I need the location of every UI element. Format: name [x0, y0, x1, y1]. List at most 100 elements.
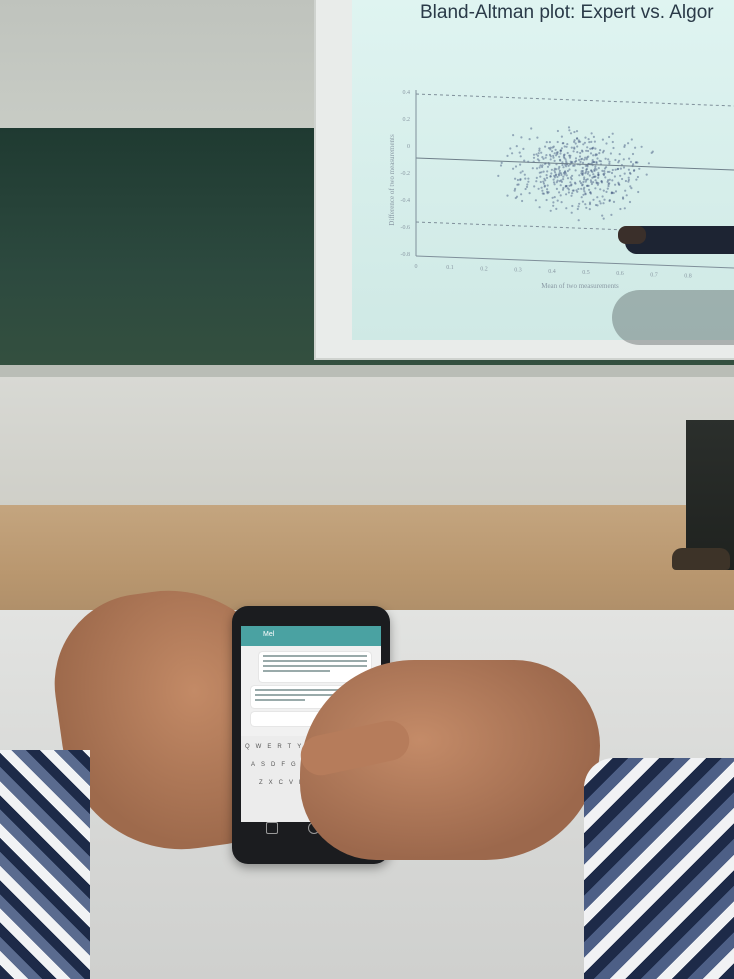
scatter-point	[562, 175, 565, 178]
scatter-point	[595, 168, 598, 171]
scatter-point	[575, 130, 579, 133]
scatter-point	[585, 168, 588, 171]
scatter-point	[592, 161, 595, 164]
scatter-point	[555, 173, 558, 176]
scatter-point	[622, 197, 625, 200]
scatter-point	[562, 178, 565, 181]
scatter-point	[532, 153, 536, 156]
scatter-point	[627, 168, 630, 171]
scatter-point	[606, 180, 609, 183]
scatter-point	[628, 157, 631, 160]
scatter-point	[555, 168, 558, 171]
scatter-point	[602, 149, 605, 152]
scatter-point	[542, 180, 545, 183]
scatter-point	[576, 190, 579, 193]
scatter-point	[589, 191, 592, 194]
scatter-point	[540, 186, 543, 189]
scatter-point	[568, 156, 572, 159]
scatter-point	[585, 167, 588, 171]
scatter-point	[554, 174, 557, 177]
scatter-point	[594, 153, 597, 156]
scatter-point	[604, 176, 607, 179]
x-tick-label: 0.2	[480, 266, 488, 272]
mean-line	[415, 157, 734, 171]
y-tick-label: 0.4	[403, 90, 411, 96]
y-axis-label: Difference of two measurements	[388, 134, 396, 226]
scatter-point	[545, 198, 548, 202]
scatter-point	[581, 173, 584, 176]
scatter-point	[562, 142, 565, 145]
scatter-point	[577, 205, 580, 208]
scatter-point	[574, 157, 578, 160]
scatter-point	[610, 213, 613, 216]
scatter-point	[571, 189, 574, 192]
scatter-point	[594, 179, 597, 182]
scatter-point	[578, 202, 581, 205]
scatter-point	[575, 189, 578, 192]
scatter-point	[608, 135, 611, 139]
scatter-point	[557, 174, 561, 177]
scatter-point	[594, 167, 597, 170]
scatter-point	[592, 198, 595, 201]
scatter-point	[599, 160, 603, 163]
scatter-point	[590, 169, 593, 172]
scatter-point	[564, 170, 567, 173]
scatter-point	[519, 155, 522, 158]
scatter-point	[589, 191, 592, 194]
scatter-point	[569, 154, 572, 157]
scatter-point	[544, 179, 547, 182]
scatter-point	[546, 188, 549, 191]
keyboard-row[interactable]: QWERTYUIOP	[245, 744, 346, 750]
keyboard-row[interactable]: ASDFGHJKL	[251, 762, 341, 768]
scatter-point	[582, 193, 585, 196]
scatter-point	[559, 149, 563, 152]
scatter-point	[614, 183, 617, 186]
scatter-point	[594, 154, 597, 157]
scatter-point	[588, 201, 592, 204]
scatter-point	[573, 139, 576, 142]
scatter-point	[531, 167, 534, 170]
scatter-point	[546, 190, 549, 193]
scatter-point	[622, 158, 625, 161]
scatter-point	[550, 172, 553, 175]
scatter-point	[594, 165, 597, 168]
scatter-point	[591, 147, 594, 150]
scatter-point	[581, 183, 584, 186]
scatter-point	[583, 190, 586, 193]
scatter-point	[617, 182, 620, 186]
scatter-point	[598, 152, 601, 155]
scatter-point	[608, 199, 611, 203]
scatter-point	[583, 158, 586, 161]
x-tick-label: 0.3	[514, 268, 522, 274]
scatter-point	[536, 158, 539, 161]
scatter-point	[630, 138, 633, 141]
scatter-point	[647, 162, 650, 165]
keyboard-row[interactable]: ZXCVBNM	[259, 780, 331, 786]
scatter-point	[541, 156, 544, 159]
scatter-point	[607, 179, 610, 182]
scatter-point	[558, 155, 561, 158]
scatter-point	[582, 180, 585, 184]
scatter-point	[566, 169, 569, 173]
scatter-point	[599, 202, 602, 205]
scatter-point	[560, 179, 563, 182]
scatter-point	[571, 161, 574, 164]
scatter-point	[532, 156, 536, 159]
scatter-point	[590, 180, 593, 184]
scatter-point	[551, 196, 554, 199]
scatter-point	[594, 147, 597, 150]
scatter-point	[587, 184, 590, 187]
scatter-point	[560, 172, 563, 175]
scatter-point	[514, 196, 517, 200]
scatter-point	[552, 145, 555, 148]
back-button-icon[interactable]	[266, 822, 278, 834]
scatter-point	[617, 161, 620, 164]
scatter-point	[585, 149, 588, 152]
scatter-point	[600, 180, 603, 183]
scatter-point	[581, 166, 584, 169]
scatter-point	[537, 187, 540, 190]
scatter-point	[540, 171, 543, 174]
scatter-point	[588, 203, 592, 206]
scatter-point	[597, 176, 600, 179]
scatter-point	[584, 156, 587, 159]
